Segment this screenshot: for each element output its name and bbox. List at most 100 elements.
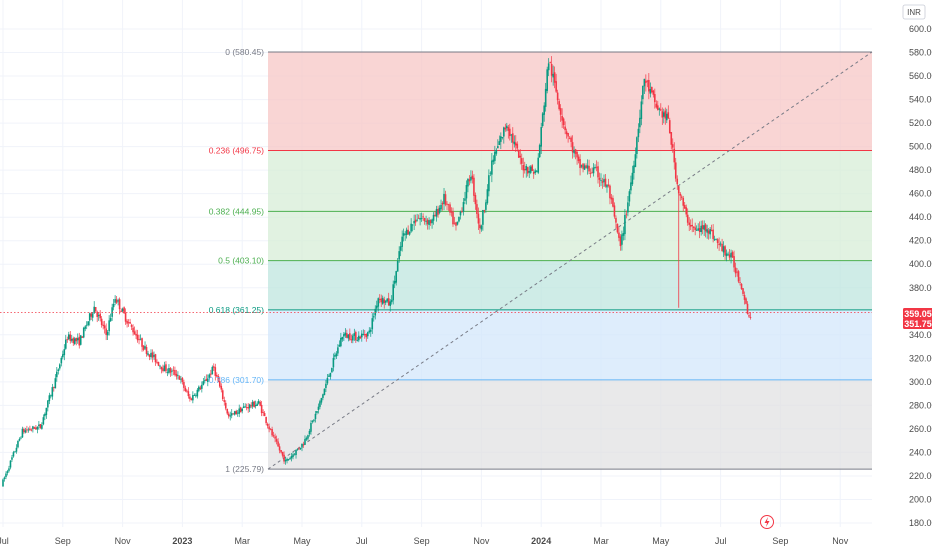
- candle-body[interactable]: [356, 340, 359, 341]
- candle-body[interactable]: [561, 115, 563, 121]
- candle-body[interactable]: [284, 459, 287, 462]
- candle-body[interactable]: [473, 177, 475, 196]
- candle-body[interactable]: [322, 394, 324, 398]
- candle-body[interactable]: [662, 112, 665, 117]
- candle-body[interactable]: [139, 338, 142, 340]
- candle-body[interactable]: [9, 460, 12, 468]
- candle-body[interactable]: [311, 420, 314, 422]
- candle-body[interactable]: [417, 217, 420, 219]
- candle-body[interactable]: [642, 85, 644, 100]
- candle-body[interactable]: [316, 411, 318, 414]
- candle-body[interactable]: [579, 159, 581, 169]
- candle-body[interactable]: [292, 454, 294, 457]
- candle-body[interactable]: [559, 108, 562, 115]
- candle-body[interactable]: [739, 282, 741, 283]
- candle-body[interactable]: [69, 334, 72, 341]
- candle-body[interactable]: [117, 300, 119, 302]
- candle-body[interactable]: [36, 426, 39, 430]
- candle-body[interactable]: [180, 378, 182, 380]
- candle-body[interactable]: [425, 221, 427, 222]
- candle-body[interactable]: [136, 334, 139, 341]
- candle-body[interactable]: [305, 437, 308, 440]
- candle-body[interactable]: [435, 208, 438, 217]
- candle-body[interactable]: [332, 357, 335, 368]
- candle-body[interactable]: [597, 166, 599, 178]
- candle-body[interactable]: [706, 229, 708, 233]
- candle-body[interactable]: [594, 166, 596, 168]
- candle-body[interactable]: [210, 373, 212, 375]
- candle-body[interactable]: [576, 151, 578, 158]
- candle-body[interactable]: [368, 330, 371, 333]
- candle-body[interactable]: [546, 69, 548, 91]
- candle-body[interactable]: [437, 208, 439, 215]
- candle-body[interactable]: [53, 387, 55, 388]
- candle-body[interactable]: [378, 299, 381, 300]
- candle-body[interactable]: [148, 354, 151, 357]
- candle-body[interactable]: [39, 424, 42, 428]
- candle-body[interactable]: [343, 334, 345, 337]
- candle-body[interactable]: [47, 400, 49, 408]
- candle-body[interactable]: [413, 220, 415, 224]
- candle-body[interactable]: [461, 211, 463, 212]
- candle-body[interactable]: [226, 408, 229, 414]
- candle-body[interactable]: [33, 427, 36, 429]
- candle-body[interactable]: [162, 368, 164, 371]
- candle-body[interactable]: [76, 338, 79, 341]
- candle-body[interactable]: [428, 220, 430, 226]
- candle-body[interactable]: [695, 229, 698, 231]
- candle-body[interactable]: [586, 165, 589, 169]
- candle-body[interactable]: [577, 156, 580, 162]
- candle-body[interactable]: [422, 216, 424, 218]
- candle-body[interactable]: [500, 136, 502, 142]
- candle-body[interactable]: [220, 385, 223, 390]
- candle-body[interactable]: [26, 429, 28, 431]
- candle-body[interactable]: [486, 189, 489, 204]
- candle-body[interactable]: [5, 473, 7, 477]
- candle-body[interactable]: [251, 401, 254, 407]
- candle-body[interactable]: [313, 419, 315, 421]
- candle-body[interactable]: [283, 454, 285, 462]
- candle-body[interactable]: [429, 220, 432, 224]
- candle-body[interactable]: [398, 251, 400, 260]
- candle-body[interactable]: [467, 178, 469, 187]
- candle-body[interactable]: [338, 344, 341, 347]
- candle-body[interactable]: [94, 307, 97, 312]
- candle-body[interactable]: [438, 207, 441, 213]
- candle-body[interactable]: [609, 185, 611, 199]
- candle-body[interactable]: [334, 355, 336, 357]
- candle-body[interactable]: [202, 381, 205, 385]
- candle-body[interactable]: [90, 313, 93, 317]
- candle-body[interactable]: [27, 429, 30, 431]
- candle-body[interactable]: [591, 171, 593, 173]
- candle-body[interactable]: [381, 297, 384, 304]
- candle-body[interactable]: [84, 326, 87, 329]
- candle-body[interactable]: [45, 407, 48, 415]
- candle-body[interactable]: [380, 298, 383, 303]
- candle-body[interactable]: [568, 138, 571, 140]
- candle-body[interactable]: [183, 382, 185, 388]
- candle-body[interactable]: [630, 182, 632, 191]
- candle-body[interactable]: [59, 364, 61, 369]
- candle-body[interactable]: [519, 155, 522, 158]
- candle-body[interactable]: [103, 325, 106, 329]
- candle-body[interactable]: [205, 379, 208, 381]
- candle-body[interactable]: [468, 179, 471, 182]
- candle-body[interactable]: [516, 143, 519, 149]
- candle-body[interactable]: [85, 324, 88, 326]
- candle-body[interactable]: [567, 132, 569, 137]
- candle-body[interactable]: [392, 284, 394, 301]
- candle-body[interactable]: [453, 222, 456, 224]
- candle-body[interactable]: [534, 170, 537, 173]
- candle-body[interactable]: [585, 165, 587, 169]
- candle-body[interactable]: [633, 165, 635, 174]
- candle-body[interactable]: [691, 224, 693, 227]
- candle-body[interactable]: [712, 229, 714, 239]
- candle-body[interactable]: [604, 178, 607, 187]
- candle-body[interactable]: [42, 417, 45, 425]
- candle-body[interactable]: [54, 378, 57, 389]
- candle-body[interactable]: [256, 403, 258, 406]
- candle-body[interactable]: [670, 132, 673, 145]
- candle-body[interactable]: [405, 229, 408, 236]
- candle-body[interactable]: [532, 172, 535, 174]
